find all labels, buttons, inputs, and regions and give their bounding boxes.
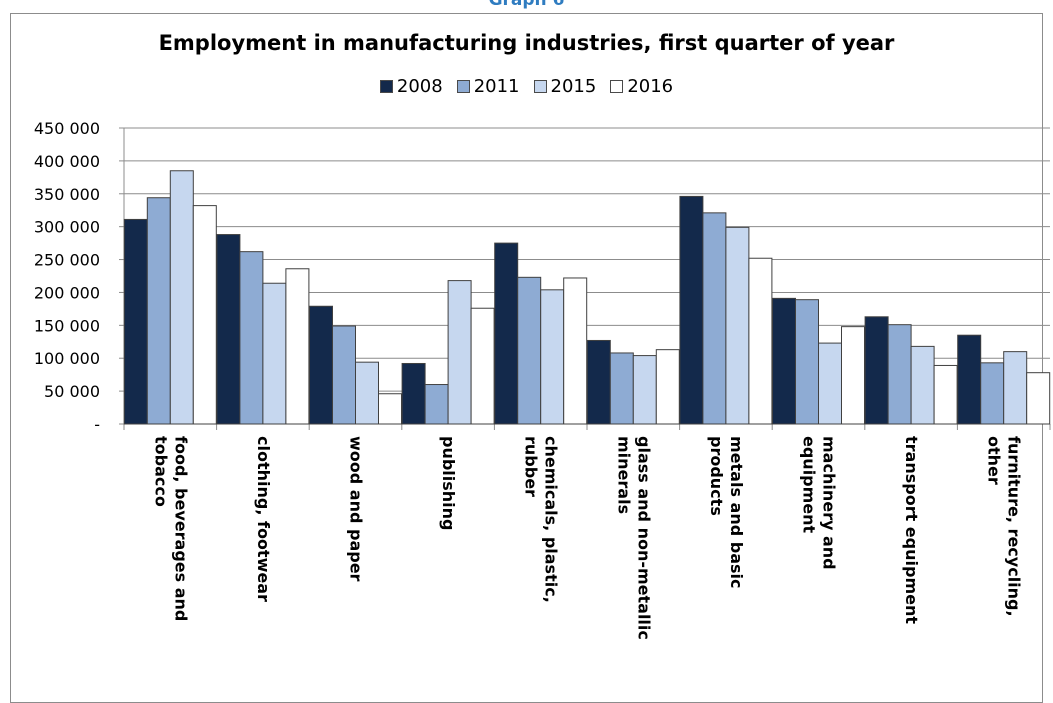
legend-entry-2008: 2008 [379, 76, 443, 97]
legend-label: 2008 [396, 76, 443, 97]
y-tick-label: 400 000 [34, 152, 100, 171]
bar-2011-transport-equipment [887, 324, 912, 425]
bar-2008-glass-and-non-metallic-minerals [586, 339, 611, 425]
bar-2015-glass-and-non-metallic-minerals [632, 355, 657, 425]
bar-2015-transport-equipment [910, 345, 935, 425]
x-category-label: clothing, footwear [254, 436, 273, 602]
legend-label: 2016 [627, 76, 674, 97]
bar-2011-glass-and-non-metallic-minerals [609, 352, 634, 425]
bar-2011-chemicals-plastic-rubber [517, 276, 542, 425]
x-category-label-line: clothing, footwear [254, 436, 273, 602]
x-category-label-line: chemicals, plastic, [542, 436, 561, 603]
bar-2015-wood-and-paper [355, 361, 379, 425]
x-category-label-line: machinery and [820, 436, 839, 570]
y-tick-label: - [94, 415, 100, 434]
legend-swatch [533, 80, 547, 93]
x-category-label: glass and non-metallicminerals [614, 436, 653, 640]
x-category-label-line: publishing [439, 436, 458, 531]
bar-2008-machinery-and-equipment [772, 297, 796, 425]
bar-2008-furniture-recycling-other [957, 334, 982, 425]
bar-2015-clothing-footwear [262, 282, 287, 425]
x-category-label-line: products [707, 436, 726, 516]
bar-2011-clothing-footwear [239, 251, 264, 425]
bar-2008-chemicals-plastic-rubber [494, 242, 519, 425]
y-tick-label: 350 000 [34, 185, 100, 204]
bar-2008-publishing [401, 362, 426, 425]
x-category-label-line: transport equipment [902, 436, 921, 624]
x-category-label: publishing [439, 436, 458, 531]
bar-2015-furniture-recycling-other [1003, 351, 1028, 425]
bar-2016-metals-and-basic-products [748, 257, 773, 425]
bar-2016-transport-equipment [933, 364, 958, 425]
y-tick-label: 150 000 [34, 316, 100, 335]
x-category-label-line: rubber [522, 436, 541, 497]
bar-2008-wood-and-paper [309, 305, 333, 425]
bar-2011-machinery-and-equipment [795, 299, 819, 425]
x-category-label-line: furniture, recycling, [1005, 436, 1024, 617]
x-category-label-line: other [985, 436, 1004, 485]
x-category-label-line: minerals [614, 436, 633, 514]
legend-entry-2015: 2015 [533, 76, 597, 97]
bar-2008-transport-equipment [864, 316, 889, 425]
x-category-label-line: metals and basic [727, 436, 746, 589]
legend-swatch [456, 80, 470, 93]
bar-2016-machinery-and-equipment [841, 326, 865, 425]
bar-2016-food-beverages-and-tobacco [192, 205, 217, 425]
bar-2016-chemicals-plastic-rubber [563, 277, 588, 425]
bar-2015-metals-and-basic-products [725, 226, 750, 425]
bar-2015-machinery-and-equipment [818, 342, 842, 425]
legend-label: 2011 [473, 76, 520, 97]
y-tick-label: 200 000 [34, 283, 100, 302]
x-category-label-line: glass and non-metallic [634, 436, 653, 640]
legend-swatch [379, 80, 393, 93]
legend-swatch [610, 80, 624, 93]
x-category-label: chemicals, plastic,rubber [522, 436, 561, 603]
bar-2016-wood-and-paper [378, 393, 402, 425]
x-category-label-line: tobacco [151, 436, 170, 507]
x-category-label: food, beverages andtobacco [151, 436, 190, 621]
bar-2016-publishing [470, 307, 495, 425]
bar-2011-food-beverages-and-tobacco [146, 197, 171, 425]
y-tick-label: 300 000 [34, 218, 100, 237]
x-category-label: machinery andequipment [800, 436, 839, 570]
bar-2008-metals-and-basic-products [679, 195, 704, 425]
x-category-label-line: equipment [800, 436, 819, 534]
bar-2015-publishing [447, 280, 472, 425]
y-tick-label: 50 000 [44, 382, 100, 401]
bar-2008-food-beverages-and-tobacco [123, 218, 148, 425]
bar-2011-publishing [424, 384, 449, 425]
bar-2016-clothing-footwear [285, 268, 310, 425]
bar-2011-wood-and-paper [332, 325, 356, 425]
y-tick-label: 250 000 [34, 251, 100, 270]
x-category-label-line: food, beverages and [171, 436, 190, 621]
bar-2016-furniture-recycling-other [1026, 372, 1051, 425]
bar-2011-metals-and-basic-products [702, 212, 727, 425]
legend: 2008 2011 2015 2016 [0, 76, 1053, 97]
bar-2008-clothing-footwear [216, 234, 241, 425]
y-tick-label: 100 000 [34, 349, 100, 368]
bar-2015-food-beverages-and-tobacco [169, 170, 194, 425]
bar-2015-chemicals-plastic-rubber [540, 289, 565, 425]
legend-entry-2016: 2016 [610, 76, 673, 97]
x-category-label: metals and basicproducts [707, 436, 746, 589]
legend-label: 2015 [550, 76, 597, 97]
x-category-label: furniture, recycling,other [985, 436, 1024, 617]
bar-2016-glass-and-non-metallic-minerals [655, 349, 680, 425]
legend-entry-2011: 2011 [456, 76, 520, 97]
graph-label: Graph 6 [488, 0, 565, 10]
y-tick-label: 450 000 [34, 119, 100, 138]
x-category-label: transport equipment [902, 436, 921, 624]
bar-2011-furniture-recycling-other [980, 362, 1005, 425]
x-category-label-line: wood and paper [347, 436, 366, 582]
x-category-label: wood and paper [347, 436, 366, 582]
chart-title: Employment in manufacturing industries, … [158, 31, 895, 55]
